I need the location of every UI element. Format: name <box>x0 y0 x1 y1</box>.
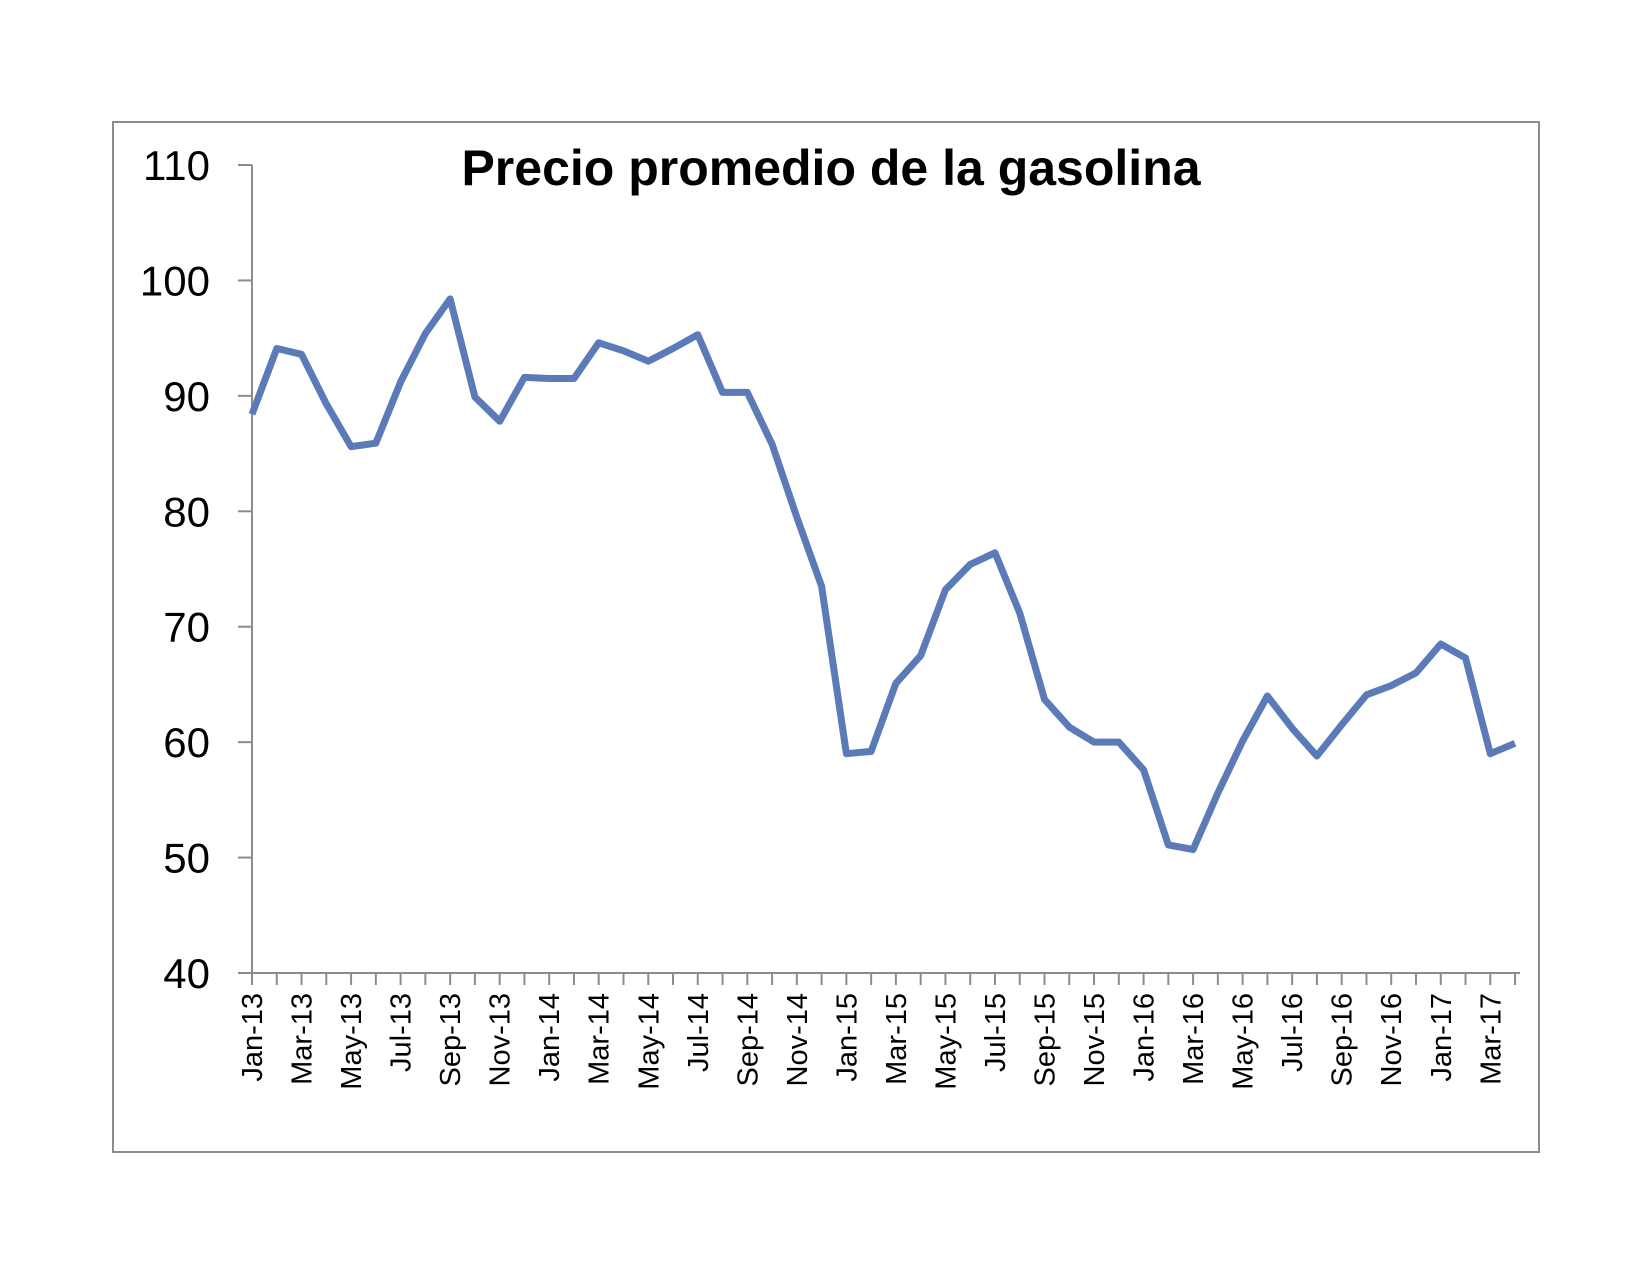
y-axis-ticks: 40 50 60 70 80 90 100 110 <box>140 142 252 997</box>
x-tick-label: May-16 <box>1228 993 1260 1090</box>
x-axis-ticks: Jan-13 Mar-13 May-13 Jul-13 Sep-13 Nov-13 Jan-… <box>237 973 1517 1090</box>
x-tick-label: Jan-14 <box>534 993 566 1082</box>
x-tick-label: Sep-14 <box>732 993 764 1087</box>
x-tick-label: Nov-16 <box>1376 993 1408 1087</box>
x-tick-label: Nov-15 <box>1079 993 1111 1087</box>
x-tick-label: Mar-14 <box>584 993 616 1085</box>
x-tick-label: May-14 <box>633 993 665 1090</box>
x-tick-label: Sep-16 <box>1327 993 1359 1087</box>
x-tick-label: Sep-15 <box>1030 993 1062 1087</box>
x-tick-label: Jan-16 <box>1129 993 1161 1082</box>
y-tick-label: 40 <box>163 950 210 997</box>
x-tick-label: Nov-13 <box>485 993 517 1087</box>
x-tick-label: Jan-13 <box>237 993 269 1082</box>
x-tick-label: Jul-15 <box>980 993 1012 1072</box>
series-line <box>248 295 1517 853</box>
y-tick-label: 80 <box>163 488 210 535</box>
chart-frame: Precio promedio de la gasolina 40 50 60 70 8… <box>112 121 1540 1153</box>
x-tick-label: May-15 <box>930 993 962 1090</box>
x-tick-label: Mar-15 <box>881 993 913 1085</box>
x-tick-label: Sep-13 <box>435 993 467 1087</box>
y-tick-label: 50 <box>163 835 210 882</box>
y-tick-label: 90 <box>163 373 210 420</box>
x-tick-label: May-13 <box>336 993 368 1090</box>
y-tick-label: 110 <box>143 142 210 189</box>
x-tick-label: Jan-17 <box>1426 993 1458 1082</box>
series-layer <box>248 295 1517 853</box>
y-tick-label: 100 <box>140 257 210 304</box>
x-tick-label: Mar-16 <box>1178 993 1210 1085</box>
x-tick-label: Mar-17 <box>1475 993 1507 1085</box>
x-tick-label: Jul-14 <box>683 993 715 1072</box>
chart-title: Precio promedio de la gasolina <box>461 140 1201 196</box>
y-tick-label: 60 <box>163 719 210 766</box>
y-tick-label: 70 <box>163 604 210 651</box>
x-tick-label: Mar-13 <box>287 993 319 1085</box>
line-chart: Precio promedio de la gasolina 40 50 60 70 8… <box>140 140 1520 1090</box>
x-tick-label: Jul-13 <box>386 993 418 1072</box>
x-tick-label: Nov-14 <box>782 993 814 1087</box>
x-tick-label: Jan-15 <box>831 993 863 1082</box>
x-tick-label: Jul-16 <box>1277 993 1309 1072</box>
